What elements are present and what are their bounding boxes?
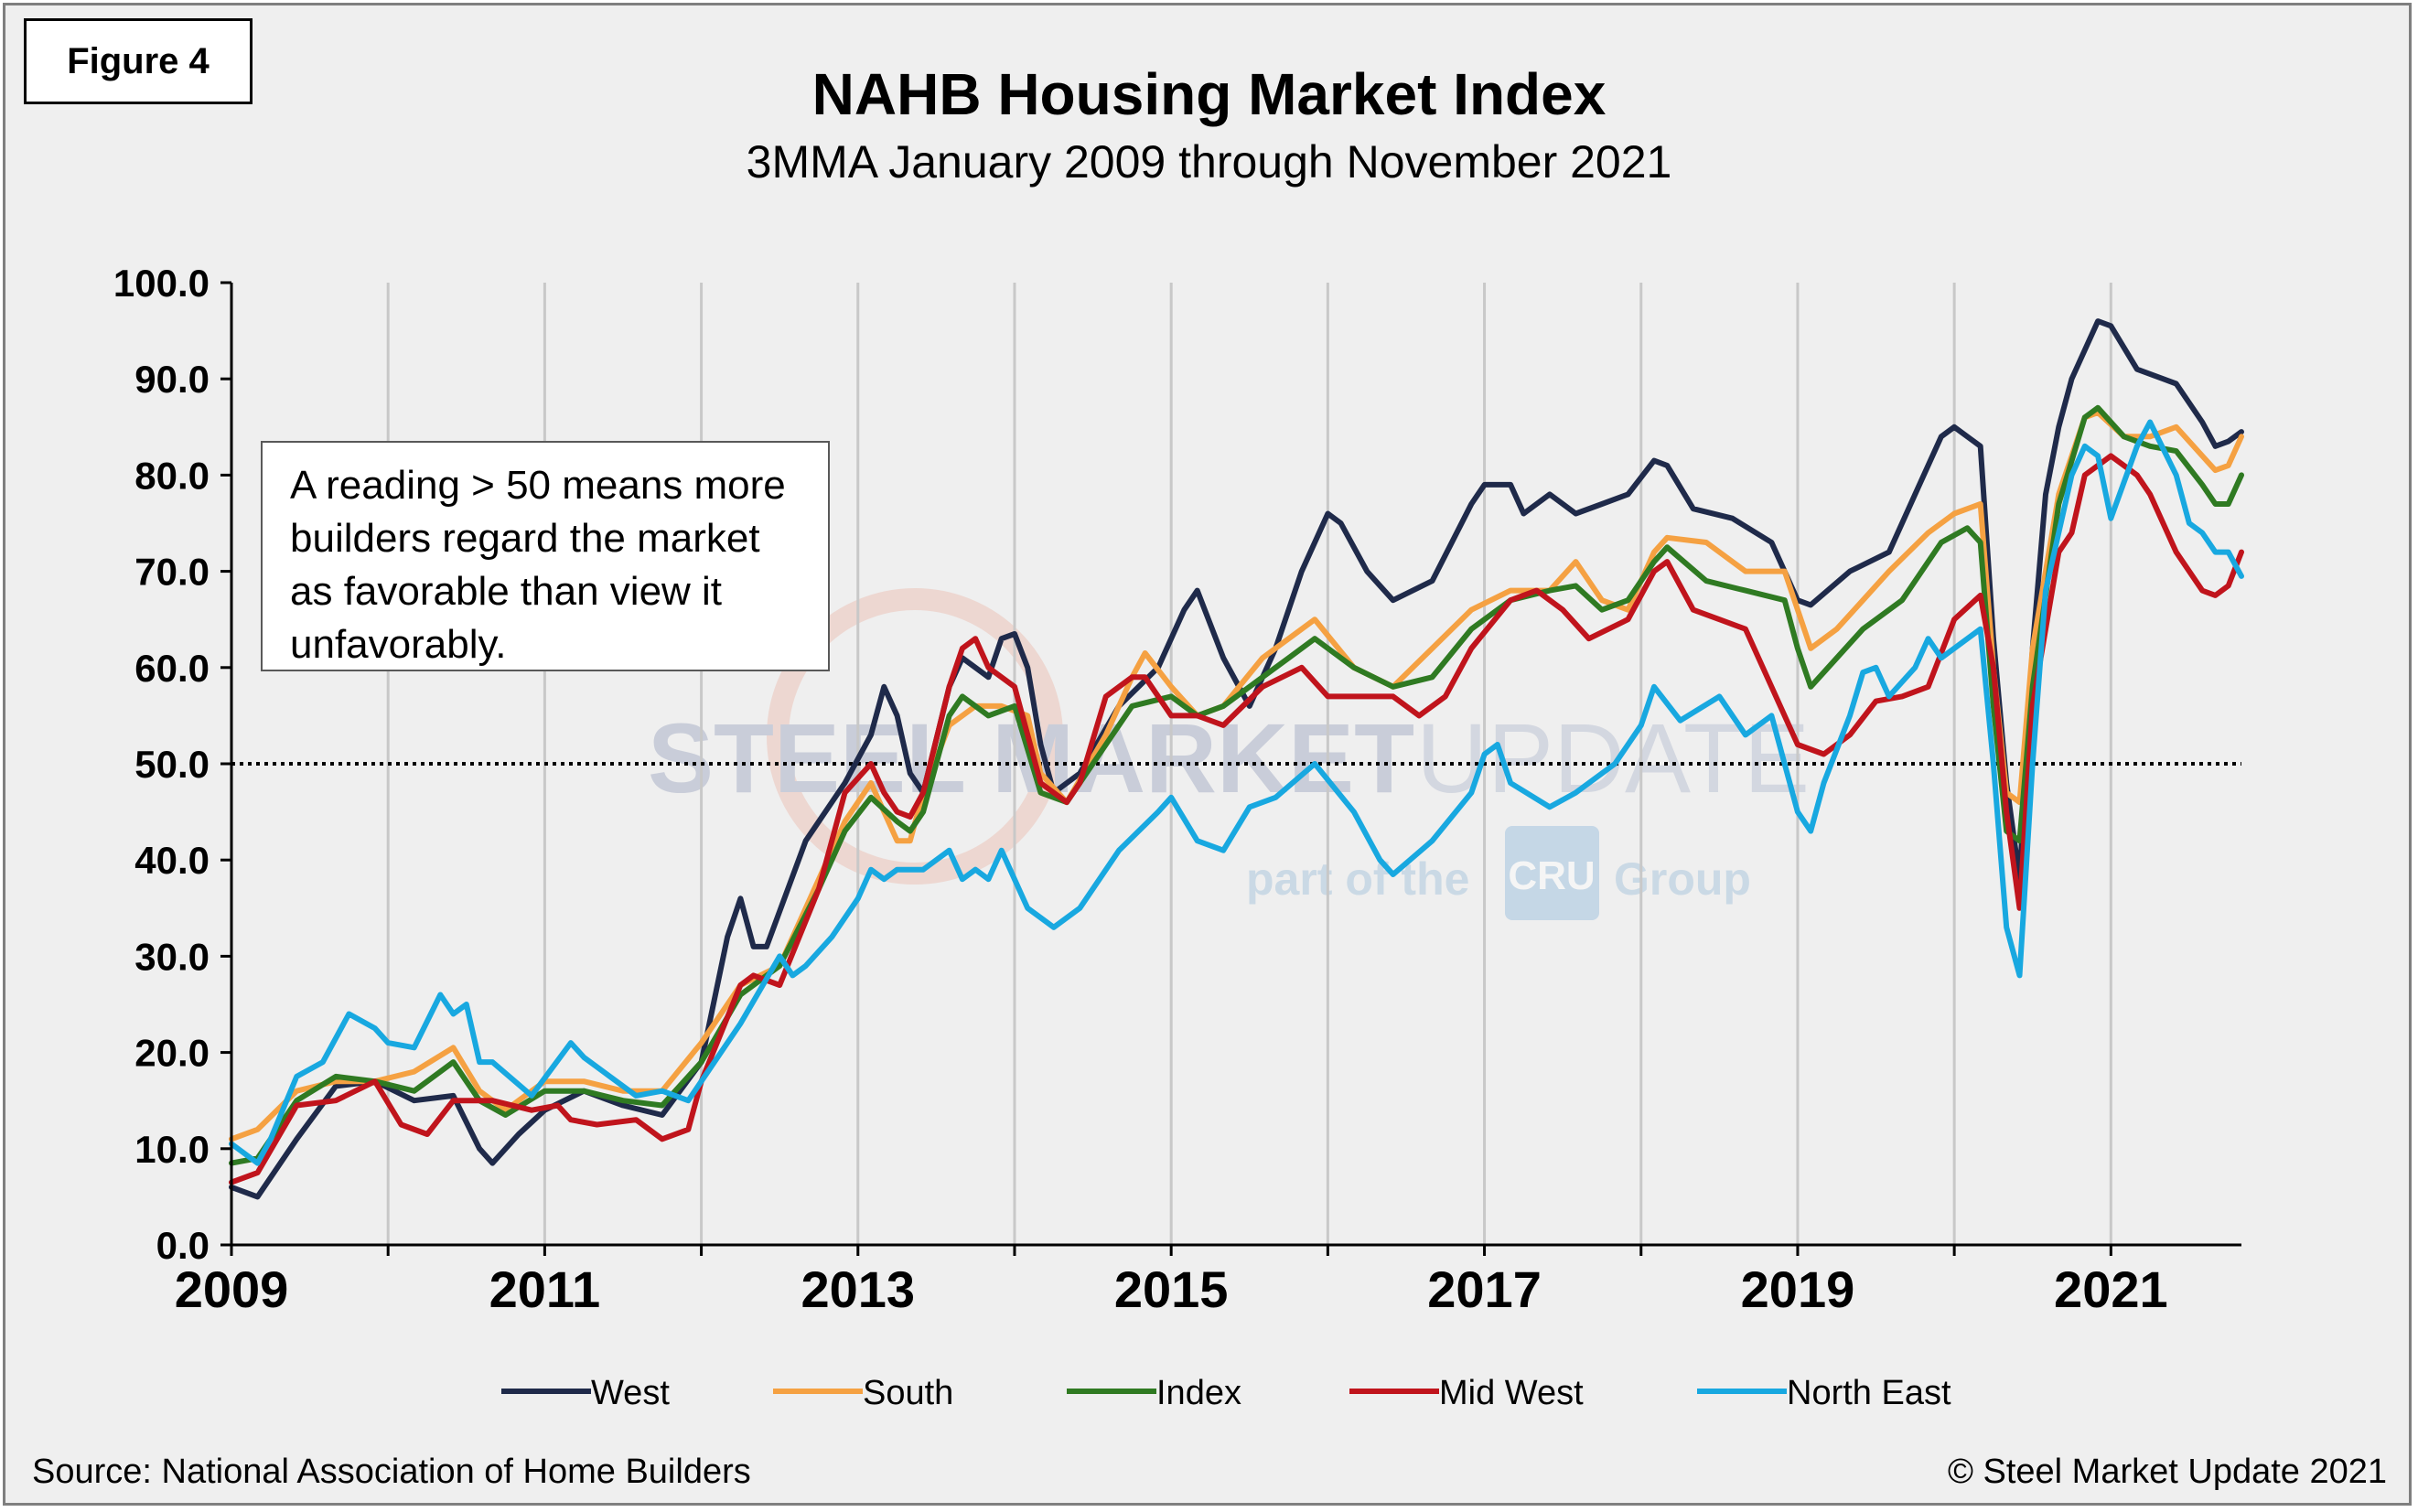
y-tick-label: 70.0 [134, 551, 210, 594]
x-tick-label: 2011 [489, 1260, 601, 1318]
series-line-north-east [229, 419, 2244, 1166]
annotation-note-box: A reading > 50 means more builders regar… [261, 441, 830, 671]
watermark: STEEL MARKET UPDATE part of the CRU Grou… [648, 588, 1810, 920]
legend-label: Index [1156, 1374, 1241, 1412]
x-tick-label: 2021 [2054, 1260, 2168, 1318]
y-tick-label: 10.0 [134, 1128, 210, 1171]
source-note: Source: National Association of Home Bui… [32, 1453, 751, 1491]
x-axis-tick-labels: 2009 2011 2013 2015 2017 2019 2021 [175, 1260, 2168, 1318]
x-tick-label: 2013 [801, 1260, 915, 1318]
x-tick-label: 2017 [1427, 1260, 1542, 1318]
chart-frame [3, 3, 2412, 1506]
y-tick-label: 90.0 [134, 358, 210, 401]
x-tick-label: 2009 [175, 1260, 289, 1318]
watermark-line1-update: UPDATE [1416, 702, 1810, 813]
legend-label: South [863, 1374, 953, 1412]
figure-label: Figure 4 [24, 18, 253, 104]
y-tick-label: 50.0 [134, 743, 210, 786]
y-tick-label: 80.0 [134, 454, 210, 497]
watermark-cru-logo [1505, 826, 1599, 920]
watermark-cru-text: CRU [1508, 853, 1595, 898]
watermark-line2-right: Group [1614, 853, 1751, 905]
watermark-swirl [767, 588, 1063, 885]
y-tick-label: 60.0 [134, 647, 210, 690]
chart-subtitle: 3MMA January 2009 through November 2021 [746, 136, 1672, 188]
legend-label: North East [1787, 1374, 1951, 1412]
y-tick-label: 0.0 [156, 1224, 210, 1267]
x-tick-label: 2019 [1741, 1260, 1855, 1318]
watermark-line2-left: part of the [1246, 853, 1469, 905]
copyright-note: © Steel Market Update 2021 [1947, 1453, 2387, 1491]
legend-label: Mid West [1439, 1374, 1584, 1412]
legend: West South Index Mid West North East [501, 1374, 1951, 1412]
series-lines [229, 318, 2244, 1200]
y-tick-label: 100.0 [113, 262, 210, 305]
series-line-mid-west [229, 453, 2244, 1185]
legend-label: West [591, 1374, 670, 1412]
y-axis-tick-labels: 0.0 10.0 20.0 30.0 40.0 50.0 60.0 70.0 80.0 90.0 1… [113, 262, 210, 1267]
axes [220, 281, 2241, 1256]
y-tick-label: 40.0 [134, 839, 210, 882]
y-tick-label: 30.0 [134, 935, 210, 978]
x-tick-label: 2015 [1114, 1260, 1229, 1318]
y-tick-label: 20.0 [134, 1032, 210, 1075]
chart-title: NAHB Housing Market Index [811, 61, 1607, 127]
